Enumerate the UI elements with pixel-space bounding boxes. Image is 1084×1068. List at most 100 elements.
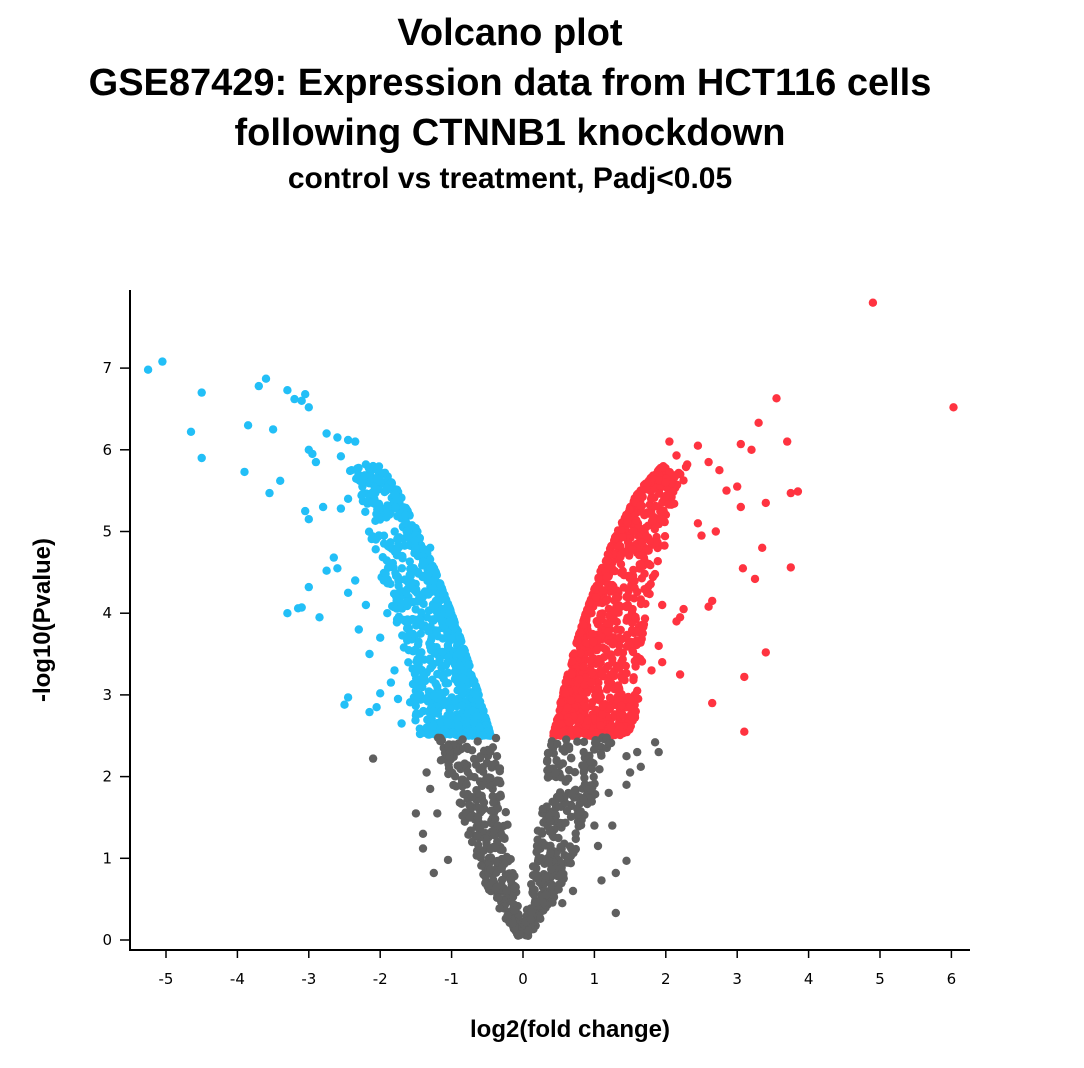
data-point-up (633, 489, 643, 498)
data-point-down (290, 394, 299, 404)
data-point-up (611, 592, 621, 601)
chart-caption: control vs treatment, Padj<0.05 (287, 162, 733, 195)
data-point-ns (571, 829, 580, 838)
data-point-up (622, 518, 632, 527)
data-point-up (670, 499, 679, 508)
data-point-up (658, 658, 667, 667)
data-point-down (336, 452, 346, 461)
data-point-ns (608, 821, 617, 830)
data-point-up (736, 502, 745, 512)
data-point-down (424, 570, 433, 579)
data-point-ns (558, 899, 567, 908)
data-point-ns (458, 735, 467, 744)
data-point-ns (478, 763, 487, 772)
data-point-up (570, 649, 579, 658)
data-point-up (640, 614, 650, 623)
x-tick-label: 5 (875, 970, 885, 988)
data-point-ns (622, 856, 631, 865)
data-point-up (949, 403, 958, 412)
data-point-down (347, 466, 356, 475)
data-point-ns (465, 800, 474, 810)
data-point-up (616, 560, 626, 569)
data-point-ns (426, 784, 435, 794)
data-point-down (463, 660, 473, 669)
data-point-up (624, 639, 634, 649)
data-point-down (397, 551, 406, 561)
data-point-down (457, 673, 467, 682)
data-point-up (587, 678, 596, 687)
data-point-down (387, 478, 396, 487)
data-point-ns (532, 870, 541, 879)
data-point-up (596, 692, 605, 702)
data-point-down (393, 534, 402, 543)
data-point-ns (622, 780, 631, 789)
data-point-up (559, 727, 568, 737)
x-tick-label: 6 (947, 970, 957, 988)
data-point-up (647, 509, 656, 518)
data-point-down (398, 631, 407, 640)
data-point-up (708, 698, 717, 708)
data-point-down (479, 713, 489, 722)
data-point-ns (494, 893, 503, 903)
data-point-up (597, 669, 607, 679)
data-point-down (426, 646, 436, 655)
data-point-down (392, 596, 401, 606)
data-point-up (633, 686, 642, 695)
data-point-down (446, 704, 455, 713)
data-point-down (456, 681, 466, 691)
data-point-down (297, 396, 306, 405)
data-point-ns (488, 792, 497, 801)
data-point-down (472, 711, 481, 720)
data-point-ns (654, 747, 663, 757)
data-point-down (394, 581, 403, 591)
data-point-down (265, 488, 274, 498)
data-point-up (592, 645, 601, 655)
data-point-ns (534, 854, 543, 863)
data-point-up (579, 729, 588, 738)
data-point-ns (526, 915, 536, 924)
data-point-up (602, 572, 612, 582)
data-point-up (591, 728, 600, 738)
data-point-down (425, 555, 435, 564)
data-point-ns (457, 799, 466, 808)
data-point-up (660, 532, 670, 541)
data-point-up (629, 673, 638, 682)
data-point-down (268, 425, 278, 434)
data-point-ns (551, 768, 560, 778)
data-point-up (868, 298, 878, 307)
data-point-up (621, 661, 630, 671)
data-point-ns (528, 862, 538, 871)
data-point-down (368, 532, 377, 541)
data-point-ns (495, 767, 504, 776)
data-point-up (617, 701, 626, 711)
data-point-down (436, 718, 445, 727)
x-tick-label: -2 (373, 970, 388, 988)
data-point-down (454, 649, 464, 659)
data-point-ns (436, 737, 445, 746)
data-point-ns (566, 859, 575, 868)
data-point-down (383, 609, 392, 618)
data-point-up (646, 561, 655, 570)
data-point-down (429, 691, 439, 701)
data-point-up (632, 516, 641, 525)
data-point-down (412, 674, 421, 683)
data-point-up (675, 670, 685, 679)
data-point-down (380, 468, 390, 477)
data-point-ns (473, 813, 483, 822)
data-point-up (551, 720, 560, 730)
data-point-up (646, 579, 655, 589)
data-point-ns (552, 756, 561, 765)
data-point-ns (611, 868, 620, 878)
data-point-ns (510, 906, 519, 915)
data-point-down (315, 613, 324, 622)
data-point-ns (551, 810, 560, 819)
data-point-ns (576, 807, 585, 816)
data-point-down (372, 703, 381, 712)
data-point-ns (524, 926, 533, 936)
data-point-down (424, 588, 433, 597)
x-tick-label: 3 (732, 970, 742, 988)
data-point-up (636, 560, 645, 569)
data-point-down (416, 629, 425, 638)
data-point-down (354, 625, 363, 634)
data-point-down (414, 568, 423, 577)
